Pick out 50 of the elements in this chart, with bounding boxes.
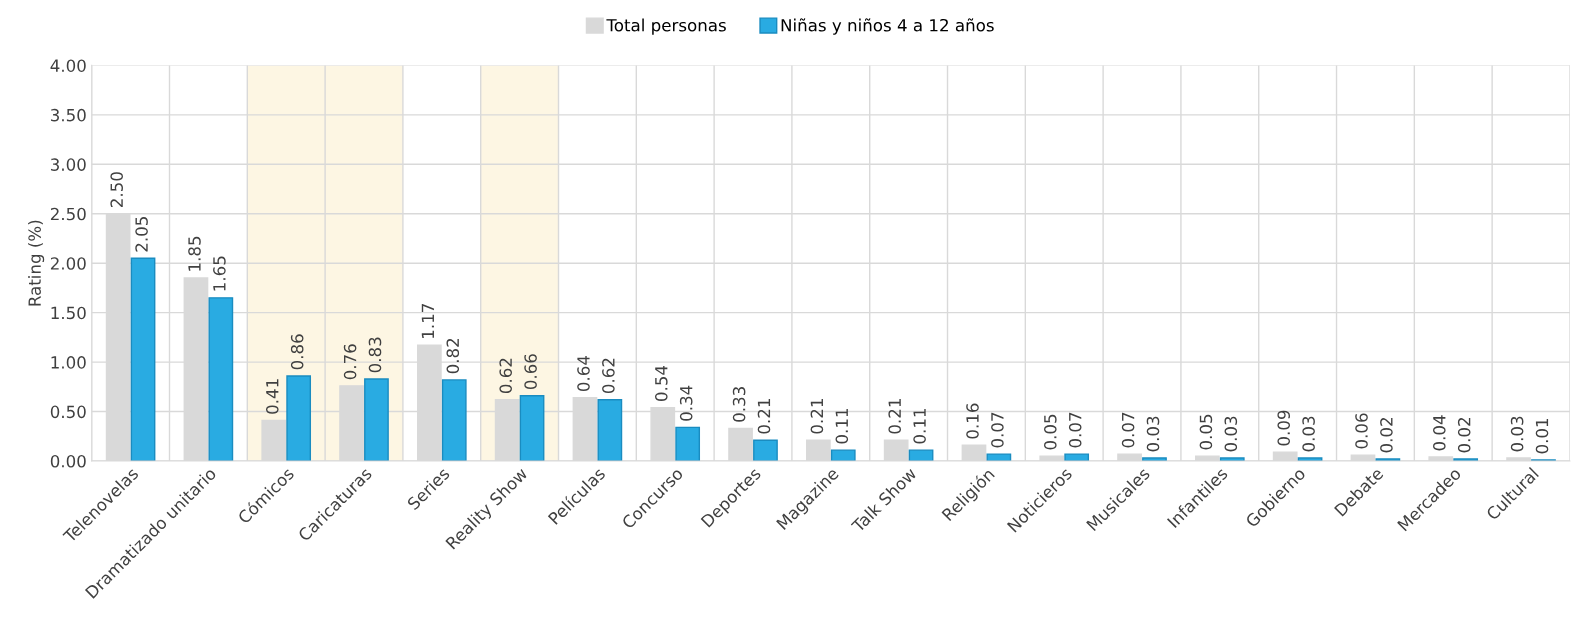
data-label: 0.07 — [1121, 412, 1135, 448]
data-label: 1.85 — [188, 236, 201, 271]
data-label: 0.83 — [368, 337, 382, 373]
data-label: 0.07 — [1068, 412, 1082, 448]
data-label: 0.64 — [577, 355, 590, 392]
y-tick-label: 3.50 — [51, 108, 86, 122]
data-label: 0.76 — [343, 344, 357, 380]
data-label: 0.04 — [1433, 415, 1446, 451]
data-label: 0.11 — [835, 409, 849, 444]
y-tick-label: 4.00 — [50, 59, 86, 72]
data-label: 0.16 — [966, 403, 979, 439]
data-label: 1.65 — [213, 256, 226, 291]
data-label: 0.01 — [1535, 418, 1549, 454]
data-label: 0.21 — [810, 399, 824, 434]
y-tick-label: 3.00 — [51, 158, 86, 171]
data-label: 0.07 — [991, 412, 1004, 448]
y-tick-label: 2.50 — [50, 207, 86, 221]
legend-label: Total personas — [606, 18, 726, 35]
data-label: 0.82 — [446, 338, 460, 374]
data-label: 0.62 — [602, 358, 615, 394]
data-label: 0.03 — [1510, 416, 1524, 452]
data-label: 0.06 — [1355, 413, 1368, 449]
data-label: 0.03 — [1302, 416, 1315, 452]
data-label: 0.33 — [732, 387, 746, 422]
data-label: 0.05 — [1199, 414, 1213, 450]
data-label: 0.66 — [524, 354, 537, 390]
data-label: 0.86 — [290, 334, 304, 370]
data-label: 1.17 — [421, 304, 434, 338]
legend-label: Niñas y niños 4 a 12 años — [781, 18, 994, 35]
data-label: 0.21 — [757, 399, 771, 434]
y-tick-label: 1.00 — [51, 356, 86, 369]
y-axis-title: Rating (%) — [28, 220, 45, 306]
data-label: 0.09 — [1277, 410, 1291, 446]
data-label: 0.02 — [1380, 418, 1393, 453]
data-label: 0.41 — [265, 379, 279, 414]
data-label: 0.03 — [1146, 416, 1160, 452]
data-label: 0.03 — [1224, 416, 1238, 452]
data-label: 0.54 — [654, 365, 668, 401]
data-label: 2.05 — [135, 217, 148, 252]
data-label: 0.21 — [888, 399, 902, 434]
data-label: 0.62 — [499, 358, 512, 394]
data-label: 0.11 — [913, 409, 926, 444]
data-label: 0.34 — [679, 385, 693, 421]
y-tick-label: 2.00 — [50, 257, 86, 270]
y-tick-label: 0.50 — [50, 405, 86, 419]
data-label: 0.05 — [1044, 414, 1057, 450]
data-label: 2.50 — [110, 172, 123, 207]
data-label: 0.02 — [1457, 418, 1471, 453]
y-tick-label: 1.50 — [51, 306, 86, 320]
y-tick-label: 0.00 — [50, 454, 86, 468]
